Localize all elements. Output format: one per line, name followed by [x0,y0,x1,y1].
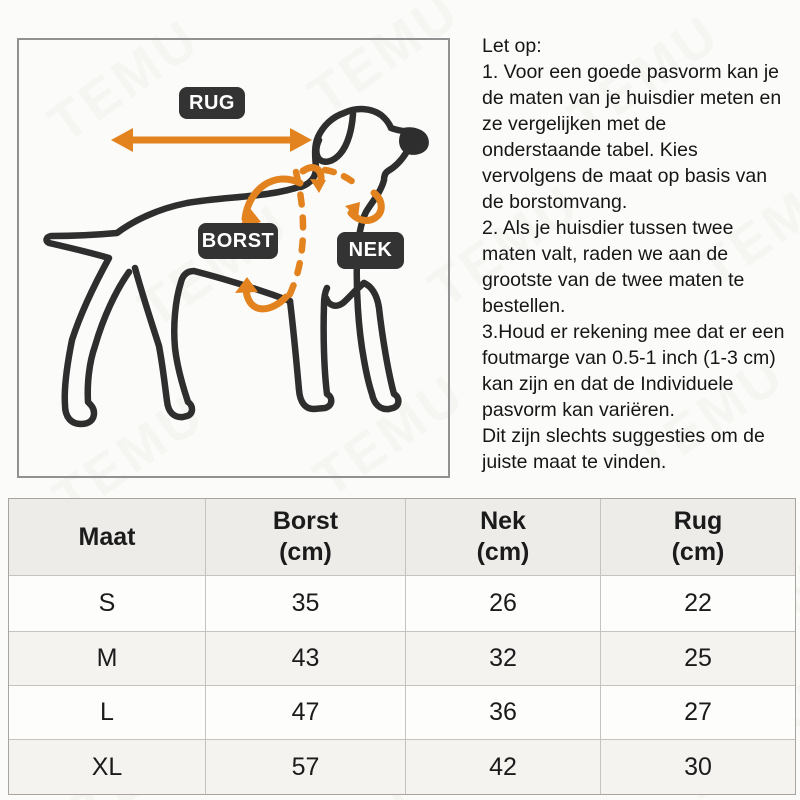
column-label: Rug [673,507,723,535]
size-table-cell: 57 [206,740,406,794]
dog-near-hind-leg-belly-outline [131,264,294,421]
size-table-cell: 36 [406,686,601,740]
borst-arc-arrowhead-right [310,179,326,193]
rug-arrowhead-right [290,128,312,152]
dog-back-tail-hindleg-outline [43,182,306,428]
size-table-cell: 25 [601,632,795,686]
borst-arc-arrowhead-bottom [235,277,258,293]
size-table-cell: M [9,632,206,686]
column-unit: (cm) [671,538,725,566]
borst-measure-arc-top [241,175,304,223]
borst-label: BORST [198,223,278,259]
nek-girth-dashed-line [321,166,364,192]
size-table-cell: 22 [601,576,795,632]
size-table-cell: 42 [406,740,601,794]
size-table-cell: XL [9,740,206,794]
column-label: Maat [78,522,136,551]
column-label: Borst [272,507,339,535]
size-table: Maat Borst (cm) Nek (cm) Rug (cm) S 35 2… [8,498,796,795]
size-table-header-borst: Borst (cm) [206,499,406,576]
size-table-cell: 30 [601,740,795,794]
size-table-cell: 32 [406,632,601,686]
nek-measure-arc [347,189,385,224]
size-table-cell: 43 [206,632,406,686]
size-table-header-maat: Maat [9,499,206,576]
column-unit: (cm) [476,538,530,566]
borst-measure-arc-small [299,164,325,184]
dog-near-front-leg-outline [286,284,335,413]
size-table-header-nek: Nek (cm) [406,499,601,576]
nek-arc-arrowhead [345,202,360,218]
rug-arrowhead-left [111,128,133,152]
dog-ear-outline [313,110,357,165]
size-table-header-rug: Rug (cm) [601,499,795,576]
size-table-cell: S [9,576,206,632]
size-table-cell: 35 [206,576,406,632]
dog-nose [399,127,429,155]
dog-muzzle-neck-frontleg-outline [353,149,410,413]
borst-girth-dashed-line [284,168,307,302]
size-table-cell: L [9,686,206,740]
rug-label: RUG [179,87,245,119]
column-label: Nek [480,507,526,535]
borst-measure-arc-bottom [242,286,290,313]
dog-measurement-diagram: RUG BORST NEK [17,38,450,478]
column-unit: (cm) [279,538,332,566]
nek-label: NEK [337,232,404,269]
size-table-cell: 27 [601,686,795,740]
size-table-cell: 26 [406,576,601,632]
size-table-cell: 47 [206,686,406,740]
instructions-text: Let op: 1. Voor een goede pasvorm kan je… [482,35,785,473]
dog-line-art [43,105,429,428]
dog-chest-outline [322,279,368,309]
